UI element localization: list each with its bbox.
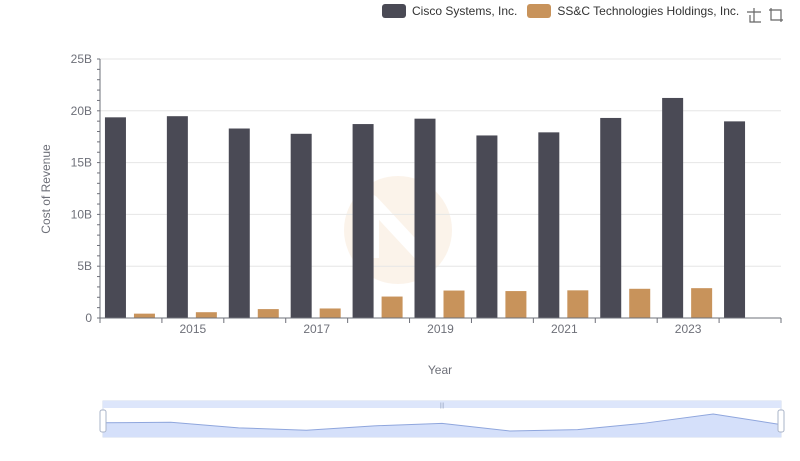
bar-ssc-2020[interactable] [505, 291, 527, 318]
bar-cisco-2015[interactable] [166, 116, 188, 319]
y-tick-label: 20B [71, 104, 92, 118]
bar-ssc-2014[interactable] [133, 313, 155, 318]
zoom-slider-grip-icon[interactable]: ||| [440, 403, 445, 409]
zoom-icon[interactable] [746, 7, 762, 23]
legend-swatch-ssc [527, 4, 552, 18]
bar-cisco-2022[interactable] [600, 117, 622, 319]
zoom-preview-line [102, 413, 782, 432]
legend-swatch-cisco [382, 4, 406, 18]
bar-cisco-2019[interactable] [414, 118, 436, 318]
toolbar [746, 7, 790, 23]
bar-ssc-2018[interactable] [381, 296, 403, 318]
x-axis: 2015 2017 2019 2021 2023 [99, 317, 782, 336]
y-tick-label: 0 [85, 311, 92, 325]
x-axis-title: Year [428, 363, 452, 377]
bar-cisco-2016[interactable] [228, 128, 250, 318]
zoom-slider-top-bar[interactable] [103, 401, 781, 408]
legend-item-ssc[interactable]: SS&C Technologies Holdings, Inc. [527, 4, 739, 18]
x-tick-label-2021: 2021 [551, 322, 578, 336]
legend-label-cisco: Cisco Systems, Inc. [412, 4, 518, 18]
y-tick-label: 5B [77, 259, 92, 273]
bar-cisco-2020[interactable] [476, 135, 498, 318]
zoom-slider-right-handle[interactable] [777, 409, 785, 433]
y-tick-label: 15B [71, 156, 92, 170]
y-axis: 0 5B 10B 15B 20B 25B [71, 52, 101, 325]
bar-cisco-2014[interactable] [104, 117, 126, 318]
bar-cisco-2021[interactable] [538, 132, 560, 318]
zoom-preview [102, 413, 782, 437]
bar-cisco-2024[interactable] [724, 121, 746, 318]
y-tick-label: 25B [71, 52, 92, 66]
zoom-preview-area [103, 414, 781, 437]
bar-ssc-2023[interactable] [691, 288, 713, 318]
zoom-slider[interactable]: ||| [99, 400, 785, 438]
x-tick-label-2015: 2015 [180, 322, 207, 336]
bar-ssc-2016[interactable] [257, 309, 279, 318]
legend-item-cisco[interactable]: Cisco Systems, Inc. [382, 4, 517, 18]
x-tick-label-2023: 2023 [675, 322, 702, 336]
bar-ssc-2017[interactable] [319, 308, 341, 318]
bar-ssc-2015[interactable] [195, 312, 217, 318]
bar-ssc-2019[interactable] [443, 290, 465, 318]
bar-ssc-2021[interactable] [567, 290, 589, 318]
x-tick-label-2019: 2019 [427, 322, 454, 336]
restore-icon[interactable] [768, 7, 784, 23]
bar-cisco-2018[interactable] [352, 124, 374, 319]
bar-layer [104, 97, 746, 319]
legend-label-ssc: SS&C Technologies Holdings, Inc. [557, 4, 740, 18]
y-tick-label: 10B [71, 207, 92, 221]
legend: Cisco Systems, Inc. SS&C Technologies Ho… [382, 4, 749, 18]
zoom-slider-left-handle[interactable] [99, 409, 107, 433]
y-axis-title: Cost of Revenue [39, 144, 53, 234]
bar-cisco-2023[interactable] [662, 97, 684, 318]
x-tick-label-2017: 2017 [303, 322, 330, 336]
bar-cisco-2017[interactable] [290, 133, 312, 318]
bar-ssc-2022[interactable] [629, 288, 651, 318]
